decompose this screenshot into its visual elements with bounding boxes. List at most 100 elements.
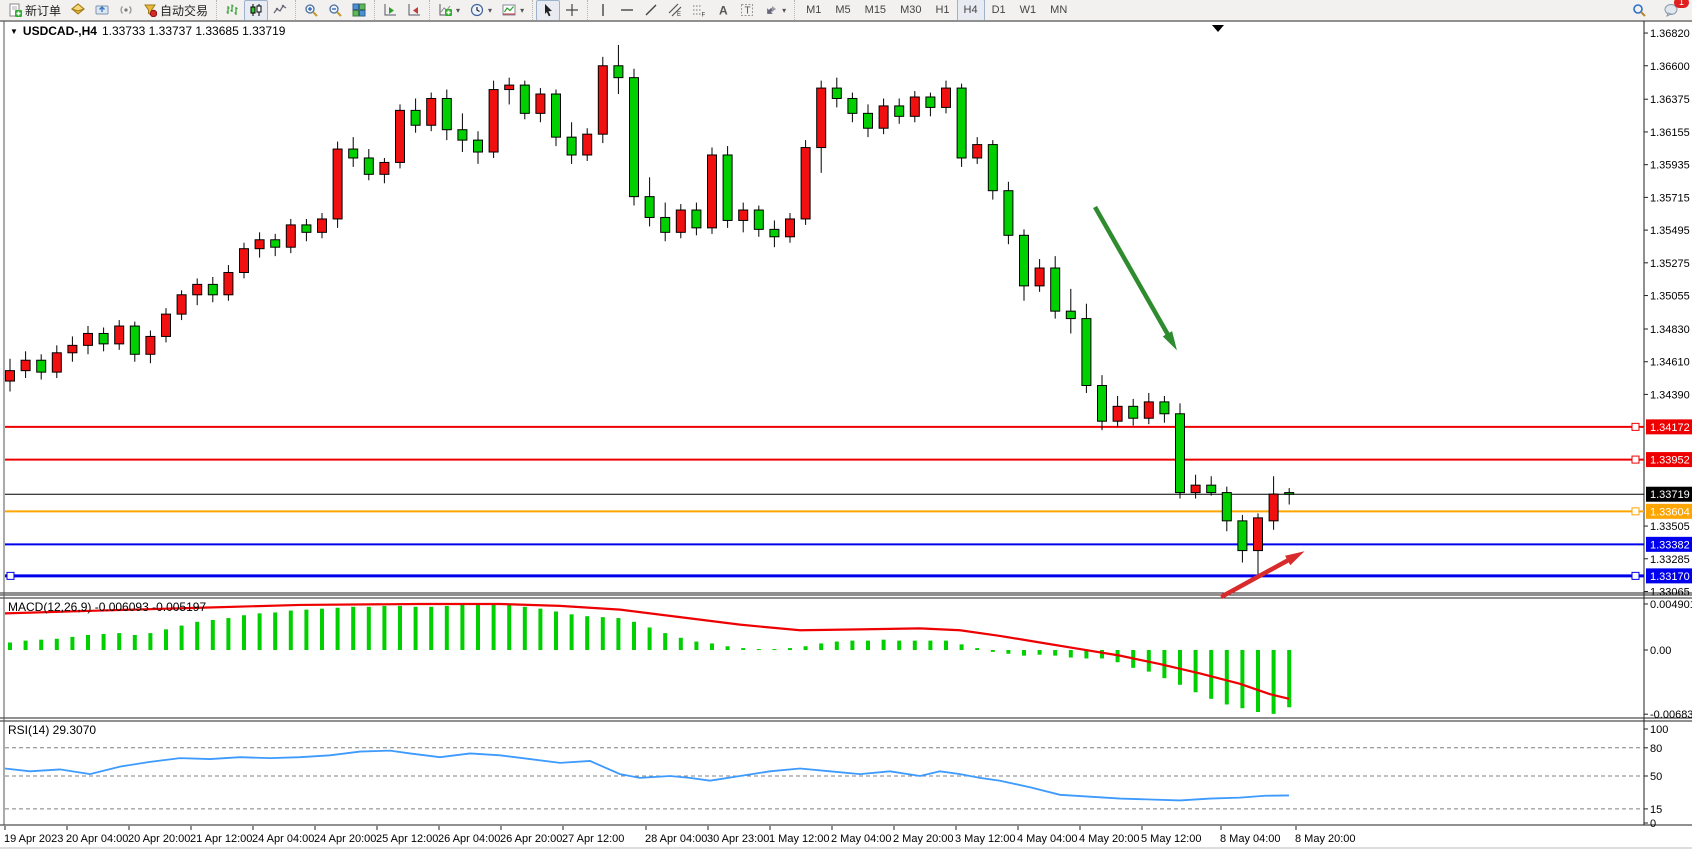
candle-body [285, 224, 296, 248]
line-handle[interactable] [1631, 422, 1640, 431]
zoom-in-button[interactable] [299, 0, 323, 21]
bar-chart-mode-button[interactable] [220, 0, 244, 21]
price-tick-label: 1.33065 [1650, 586, 1690, 598]
timeframe-d1-button[interactable]: D1 [991, 4, 1006, 16]
time-tick-label: 26 Apr 04:00 [438, 833, 500, 845]
publish-chart-button[interactable] [90, 0, 114, 21]
templates-menu-button[interactable]: ▾ [497, 0, 529, 21]
candle-body [566, 136, 577, 156]
candle-body [941, 87, 951, 108]
signals-button[interactable] [114, 0, 138, 21]
chat-button[interactable]: 1 [1659, 0, 1689, 21]
candle-body [1268, 493, 1279, 522]
line-handle[interactable] [6, 571, 15, 580]
horizontal-line-tool-button[interactable] [615, 0, 639, 21]
line-handle[interactable] [1631, 507, 1640, 516]
candle-body [1175, 413, 1185, 494]
arrows-tool-button[interactable]: ▾ [759, 0, 791, 21]
candle-body [987, 144, 998, 192]
timeframe-m15-button[interactable]: M15 [864, 4, 887, 16]
chart-shift-icon [408, 4, 421, 16]
line-handle[interactable] [1631, 571, 1640, 580]
crosshair-tool-button[interactable] [560, 0, 584, 21]
fibonacci-tool-button[interactable]: F [687, 0, 711, 21]
toolbar-group [295, 0, 374, 20]
candlestick-mode-button[interactable] [244, 0, 269, 21]
timeframe-m5-button[interactable]: M5 [835, 4, 851, 16]
price-line-flag-label: 1.34172 [1650, 422, 1690, 434]
time-tick-label: 25 Apr 12:00 [376, 833, 438, 845]
price-tick-label: 1.35715 [1650, 192, 1690, 204]
candle-body [597, 65, 608, 135]
candle-body [878, 105, 889, 129]
tile-windows-button[interactable] [347, 0, 371, 21]
periods-menu-button[interactable]: ▾ [465, 0, 497, 21]
zoom-out-button[interactable] [323, 0, 347, 21]
up-reversal-arrow[interactable] [1219, 555, 1296, 599]
timeframe-mn-button[interactable]: MN [1050, 4, 1068, 16]
bar-chart-mode-icon [226, 4, 238, 15]
timeframe-m30-button[interactable]: M30 [900, 4, 922, 16]
line-chart-mode-button[interactable] [268, 0, 292, 21]
macd-histogram-bar [70, 636, 75, 650]
chart-title: ▼ USDCAD-,H4 1.33733 1.33737 1.33685 1.3… [10, 24, 285, 38]
price-line-flag-label: 1.33170 [1650, 571, 1690, 583]
search-button[interactable] [1627, 0, 1651, 21]
chat-icon [1664, 4, 1678, 17]
line-handle[interactable] [1631, 455, 1640, 464]
macd-histogram-bar [366, 606, 371, 650]
candle-body [1050, 267, 1061, 312]
candle-body [457, 129, 468, 141]
chart-window[interactable]: 1.36820 1.36600 1.36375 1.36155 1.35935 1.357… [0, 20, 1692, 851]
macd-histogram-bar [1287, 650, 1292, 708]
candle-body [1003, 190, 1014, 236]
price-tick-label: 1.34610 [1650, 357, 1690, 369]
package-button[interactable] [66, 0, 90, 21]
price-tick-label: 1.35275 [1650, 258, 1690, 270]
text-label-tool-button[interactable]: T [735, 0, 759, 21]
price-line-flag [1646, 452, 1692, 468]
macd-histogram-bar [1271, 650, 1276, 714]
indicators-menu-button[interactable]: ▾ [433, 0, 465, 21]
text-tool-button[interactable]: A [711, 0, 735, 21]
macd-histogram-bar [1084, 650, 1089, 659]
equidistant-channel-tool-button[interactable]: E [663, 0, 687, 21]
cursor-tool-button[interactable] [536, 0, 561, 21]
candle-body [270, 239, 281, 248]
timeframe-w1-button[interactable]: W1 [1019, 4, 1037, 16]
cursor-tool-icon [545, 4, 553, 17]
candle-body [675, 209, 686, 233]
candle-body [519, 84, 530, 114]
time-tick-label: 27 Apr 12:00 [562, 833, 624, 845]
candle-body [1128, 405, 1139, 419]
chart-shift-marker[interactable] [1212, 25, 1224, 32]
chevron-down-icon: ▾ [782, 5, 787, 15]
timeframe-h1-button[interactable]: H1 [935, 4, 950, 16]
down-trend-arrow[interactable] [1093, 205, 1173, 342]
periods-menu-icon [470, 3, 484, 17]
auto-trading-button[interactable]: 自动交易 [138, 0, 213, 21]
notification-badge: 1 [1674, 0, 1689, 8]
macd-histogram-bar [179, 625, 184, 650]
candle-body [192, 283, 203, 296]
timeframe-m1-button[interactable]: M1 [806, 4, 822, 16]
chart-shift-button[interactable] [402, 0, 426, 21]
auto-scroll-button[interactable] [378, 0, 402, 21]
candle-body [1284, 492, 1295, 495]
time-tick-label: 1 May 12:00 [769, 833, 830, 845]
timeframe-h4-button[interactable]: H4 [956, 0, 985, 22]
package-icon [71, 3, 86, 15]
chart-dropdown-arrow[interactable]: ▼ [10, 26, 18, 36]
macd-histogram-bar [226, 618, 231, 650]
time-axis: 19 Apr 2023 20 Apr 04:00 20 Apr 20:00 21 Ap… [4, 826, 1356, 845]
auto-trading-label: 自动交易 [160, 3, 209, 18]
new-order-button[interactable]: 新订单 [3, 0, 66, 21]
candle-body [426, 97, 437, 126]
macd-histogram-bar [694, 641, 699, 650]
chart-canvas[interactable]: 1.36820 1.36600 1.36375 1.36155 1.35935 1.357… [0, 20, 1692, 851]
trendline-tool-button[interactable] [639, 0, 663, 21]
macd-histogram-bar [413, 606, 418, 650]
publish-chart-icon [95, 5, 109, 15]
vertical-line-tool-button[interactable] [591, 0, 615, 21]
candle-body [239, 248, 249, 273]
